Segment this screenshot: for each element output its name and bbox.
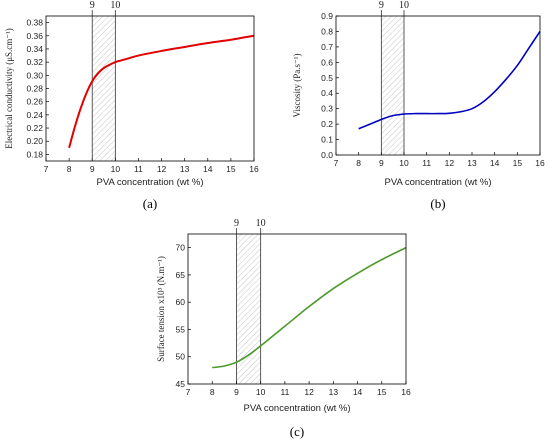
x-tick-label: 9 [234, 387, 239, 397]
x-tick-label: 14 [353, 387, 363, 397]
chart-panel-a: 9 10 7 8 9 10 11 12 13 14 15 16 0.18 0.20 0.22 0.24 0.2… [4, 0, 259, 211]
y-axis-label: Electrical conductivity (μS.cm⁻¹) [4, 28, 14, 149]
x-tick-label: 15 [513, 158, 523, 168]
y-tick-label: 0.0 [321, 150, 333, 160]
y-tick-label: 45 [176, 379, 186, 389]
x-tick-label: 14 [203, 164, 213, 174]
y-tick-label: 55 [176, 324, 186, 334]
x-tick-label: 7 [186, 387, 191, 397]
y-tick-label: 0.20 [26, 136, 43, 146]
panel-label-b: (b) [430, 196, 445, 211]
y-tick-label: 0.34 [26, 44, 43, 54]
x-tick-label: 11 [422, 158, 431, 168]
x-tick-label: 7 [334, 158, 339, 168]
x-tick-label: 12 [157, 164, 167, 174]
region-boundary-label: 9 [234, 218, 239, 229]
shaded-region [92, 16, 116, 161]
y-tick-label: 0.8 [321, 26, 333, 36]
y-tick-label: 0.5 [321, 73, 333, 83]
y-tick-label: 0.32 [26, 57, 43, 67]
x-tick-label: 13 [329, 387, 339, 397]
y-tick-label: 0.3 [321, 104, 333, 114]
y-tick-label: 0.36 [26, 31, 43, 41]
y-tick-label: 0.28 [26, 84, 43, 94]
series-line [68, 34, 255, 149]
y-tick-label: 0.18 [26, 149, 43, 159]
y-axis-label: Surface tension x10³ (N.m⁻¹) [156, 256, 166, 362]
chart-panel-c: 9 10 7 8 9 10 11 12 13 14 15 16 45 50 55 60 65 70 PVA co… [156, 218, 411, 439]
x-tick-label: 11 [280, 387, 289, 397]
y-tick-label: 0.26 [26, 97, 43, 107]
y-tick-label: 70 [176, 243, 186, 253]
x-axis-label: PVA concentration (wt %) [384, 177, 491, 188]
y-tick-label: 0.22 [26, 123, 43, 133]
y-tick-label: 65 [176, 270, 186, 280]
x-tick-label: 8 [67, 164, 72, 174]
x-axis-label: PVA concentration (wt %) [243, 403, 350, 414]
x-tick-label: 16 [401, 387, 411, 397]
chart-panel-b: 9 10 7 8 9 10 11 12 13 14 15 16 0.0 0.1 0.2 0.3 0.4 0.5 0… [292, 0, 545, 211]
y-tick-label: 0.9 [321, 11, 333, 21]
x-tick-label: 12 [445, 158, 455, 168]
y-tick-label: 0.30 [26, 70, 43, 80]
x-tick-label: 13 [180, 164, 190, 174]
x-tick-label: 16 [535, 158, 545, 168]
x-tick-label: 13 [467, 158, 477, 168]
region-boundary-label: 9 [90, 0, 95, 11]
region-boundary-label: 9 [379, 0, 384, 11]
y-tick-label: 0.38 [26, 18, 43, 28]
x-tick-label: 10 [256, 387, 266, 397]
x-tick-label: 7 [44, 164, 49, 174]
x-tick-label: 15 [226, 164, 236, 174]
x-tick-label: 16 [249, 164, 259, 174]
x-tick-label: 11 [134, 164, 143, 174]
plot-frame [187, 233, 407, 385]
region-boundary-label: 10 [110, 0, 120, 11]
y-tick-label: 0.24 [26, 110, 43, 120]
x-tick-label: 9 [90, 164, 95, 174]
shaded-region [381, 16, 404, 155]
panel-label-c: (c) [290, 424, 304, 439]
y-tick-label: 50 [176, 352, 186, 362]
shaded-region [236, 234, 261, 384]
y-tick-label: 60 [176, 297, 186, 307]
x-tick-label: 15 [377, 387, 387, 397]
x-tick-label: 8 [210, 387, 215, 397]
x-tick-label: 12 [304, 387, 314, 397]
y-tick-label: 0.6 [321, 57, 333, 67]
plot-frame [45, 15, 255, 162]
y-tick-label: 0.7 [321, 42, 333, 52]
y-tick-label: 0.2 [321, 119, 333, 129]
x-tick-label: 9 [379, 158, 384, 168]
panel-label-a: (a) [143, 196, 157, 211]
region-boundary-label: 10 [399, 0, 409, 11]
plot-frame [335, 15, 541, 156]
series-line [212, 246, 407, 369]
series-line [358, 30, 541, 130]
y-axis-label: Viscosity (Pa.s⁻¹) [292, 54, 302, 118]
x-tick-label: 8 [356, 158, 361, 168]
x-tick-label: 10 [111, 164, 121, 174]
region-boundary-label: 10 [256, 218, 266, 229]
y-tick-label: 0.4 [321, 88, 333, 98]
x-tick-label: 10 [399, 158, 409, 168]
y-tick-label: 0.1 [321, 135, 333, 145]
x-tick-label: 14 [490, 158, 500, 168]
x-axis-label: PVA concentration (wt %) [96, 177, 203, 188]
